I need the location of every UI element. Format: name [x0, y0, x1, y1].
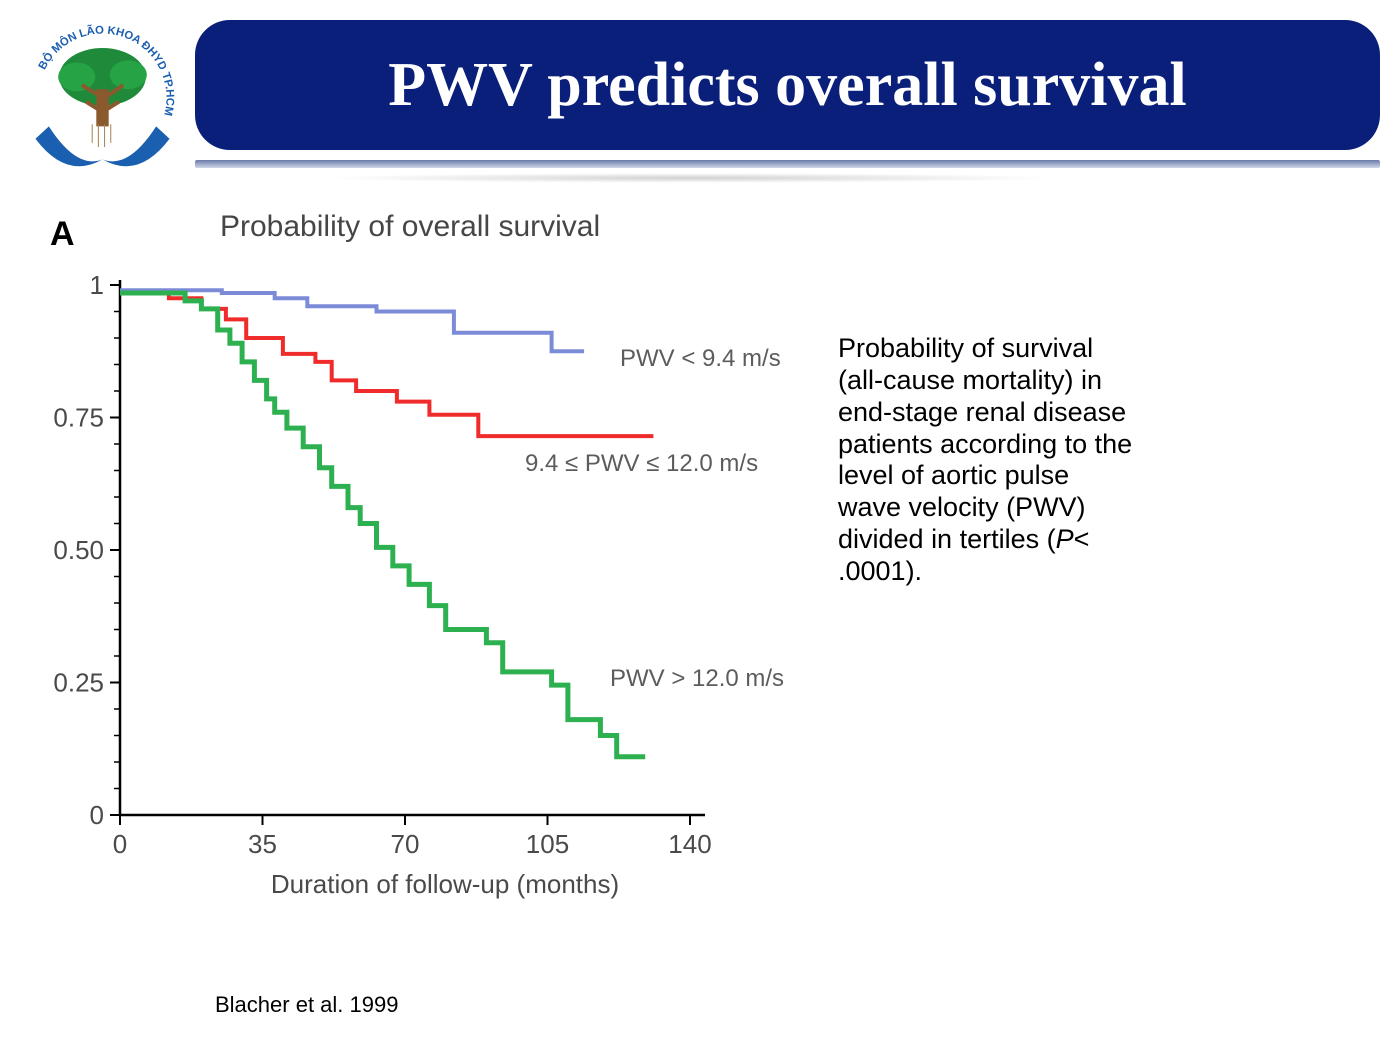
svg-text:0: 0 — [90, 800, 104, 830]
svg-text:0.50: 0.50 — [53, 535, 104, 565]
caption-p-var: P — [1056, 524, 1074, 554]
panel-letter: A — [50, 215, 75, 254]
chart-title: Probability of overall survival — [220, 210, 600, 244]
svg-text:0: 0 — [113, 829, 127, 859]
svg-text:35: 35 — [248, 829, 277, 859]
slide-title: PWV predicts overall survival — [388, 50, 1187, 121]
svg-text:1: 1 — [90, 270, 104, 300]
series-label-low: PWV < 9.4 m/s — [620, 345, 781, 373]
svg-text:0.25: 0.25 — [53, 668, 104, 698]
caption-body-a: Probability of survival (all-cause morta… — [838, 333, 1132, 554]
title-banner: PWV predicts overall survival — [195, 20, 1380, 150]
series-label-high: PWV > 12.0 m/s — [610, 665, 784, 693]
series-label-mid: 9.4 ≤ PWV ≤ 12.0 m/s — [525, 450, 758, 478]
caption-text: Probability of survival (all-cause morta… — [838, 333, 1138, 588]
title-underline — [195, 160, 1380, 168]
title-shadow — [320, 173, 1060, 183]
svg-text:140: 140 — [668, 829, 711, 859]
svg-text:Duration of follow-up (months): Duration of follow-up (months) — [271, 869, 619, 899]
citation: Blacher et al. 1999 — [215, 992, 398, 1018]
svg-text:70: 70 — [391, 829, 420, 859]
org-logo: BỘ MÔN LÃO KHOA ĐHYD TP.HCM — [20, 15, 185, 180]
svg-text:0.75: 0.75 — [53, 403, 104, 433]
svg-text:105: 105 — [526, 829, 569, 859]
